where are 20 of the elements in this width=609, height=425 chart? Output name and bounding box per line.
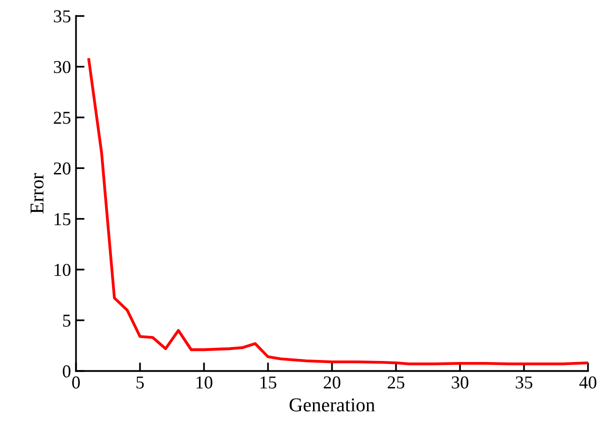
y-tick-label: 10: [54, 264, 70, 276]
y-tick-label: 5: [63, 314, 70, 327]
y-tick-label: 15: [54, 213, 70, 226]
x-tick-label: 5: [136, 376, 144, 389]
x-tick-label: 25: [388, 376, 404, 389]
y-tick-label: 0: [62, 365, 70, 378]
x-tick-label: 0: [72, 376, 80, 389]
y-axis-title: Error: [30, 173, 44, 214]
y-tick-label: 30: [54, 60, 70, 74]
x-tick-label: 20: [324, 376, 340, 389]
x-axis-title: Generation: [290, 398, 375, 412]
x-tick-label: 30: [452, 376, 468, 389]
x-tick-label: 35: [516, 376, 532, 389]
x-tick-label: 15: [260, 376, 276, 389]
y-tick-label: 20: [54, 162, 70, 175]
y-tick-label: 25: [54, 112, 70, 124]
line-series: [87, 58, 588, 366]
x-tick-label: 40: [579, 376, 596, 389]
y-tick-label: 35: [54, 10, 70, 22]
x-tick-label: 10: [196, 376, 212, 389]
